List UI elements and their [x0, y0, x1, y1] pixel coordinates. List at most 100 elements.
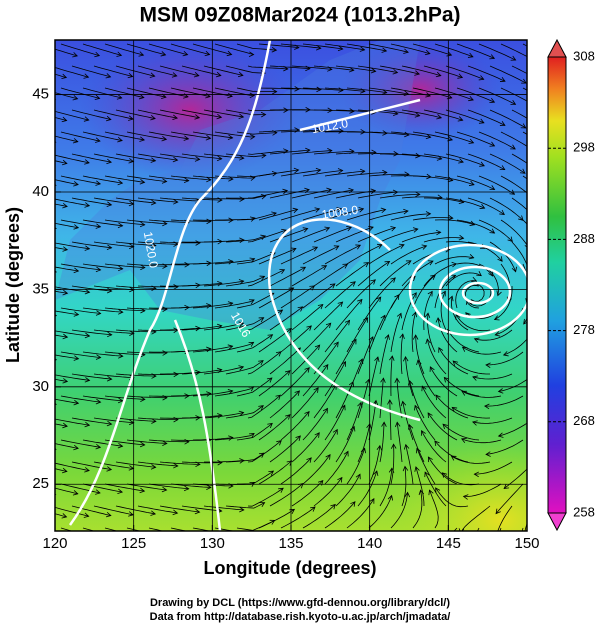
- streamline: [467, 153, 505, 171]
- streamline: [368, 495, 393, 529]
- streamline-arrow: [40, 118, 45, 123]
- streamline-arrow: [461, 390, 468, 396]
- streamline-arrow: [62, 289, 69, 296]
- streamline-arrow: [337, 301, 344, 307]
- streamline: [478, 131, 516, 150]
- x-tick-label: 140: [357, 535, 382, 552]
- streamline: [269, 228, 308, 243]
- streamline-arrow: [316, 86, 322, 93]
- streamline-arrow: [184, 262, 190, 268]
- streamline: [137, 241, 178, 245]
- streamline: [170, 393, 211, 397]
- streamline-arrow: [117, 488, 123, 495]
- streamline: [269, 306, 303, 331]
- streamline-arrow: [73, 399, 80, 406]
- streamline-arrow: [457, 73, 464, 79]
- streamline: [396, 378, 403, 419]
- streamline-arrow: [451, 406, 458, 413]
- streamline-arrow: [62, 203, 68, 209]
- streamline: [414, 405, 436, 441]
- streamline-arrow: [436, 114, 443, 120]
- streamline: [93, 241, 134, 248]
- streamline-arrow: [390, 277, 396, 283]
- streamline-arrow: [489, 228, 496, 234]
- streamline-arrow: [468, 180, 475, 186]
- streamline-arrow: [117, 442, 124, 449]
- streamline: [225, 452, 265, 463]
- streamline-arrow: [162, 220, 168, 227]
- streamline: [93, 505, 134, 516]
- streamline: [511, 109, 527, 119]
- streamline-arrow: [346, 226, 352, 232]
- streamline-arrow: [314, 344, 321, 351]
- streamline-arrow: [116, 94, 123, 100]
- streamline-arrow: [315, 44, 322, 51]
- streamline-arrow: [249, 432, 255, 439]
- streamline-arrow: [440, 290, 446, 297]
- streamline: [115, 417, 156, 422]
- streamline: [423, 291, 433, 331]
- streamline-arrow: [61, 513, 68, 519]
- streamline: [380, 153, 420, 157]
- streamline: [71, 329, 112, 336]
- streamline-arrow: [206, 303, 212, 309]
- streamline: [225, 317, 264, 331]
- streamline-arrow: [507, 236, 513, 243]
- streamline: [478, 175, 515, 195]
- streamline-arrow: [414, 466, 420, 472]
- streamline: [236, 334, 273, 353]
- streamline: [379, 65, 420, 75]
- streamline: [269, 65, 310, 70]
- streamline-arrow: [341, 360, 346, 367]
- streamline: [93, 461, 134, 469]
- streamline-arrow: [40, 469, 45, 474]
- streamline: [346, 358, 363, 397]
- streamline-arrow: [479, 203, 486, 209]
- streamline: [489, 65, 527, 84]
- streamline-arrow: [450, 274, 457, 280]
- streamline-arrow: [139, 136, 146, 142]
- footer-line: Drawing by DCL (https://www.gfd-dennou.o…: [150, 597, 450, 609]
- streamline-arrow: [427, 456, 433, 463]
- streamline: [55, 48, 78, 57]
- streamline: [415, 335, 425, 375]
- streamline: [0, 132, 34, 143]
- streamline-arrow: [531, 102, 536, 106]
- streamline: [55, 110, 89, 121]
- streamline-arrow: [83, 31, 88, 36]
- streamline: [55, 359, 57, 361]
- streamline: [192, 302, 233, 309]
- streamline: [258, 169, 299, 177]
- streamline: [335, 262, 369, 287]
- streamline: [412, 131, 453, 141]
- streamline: [72, 22, 110, 34]
- streamline-arrow: [394, 377, 400, 384]
- streamline-arrow: [509, 189, 516, 195]
- streamline-arrow: [29, 402, 34, 407]
- streamline: [324, 244, 361, 265]
- streamline-arrow: [314, 207, 321, 213]
- streamline-arrow: [312, 246, 319, 252]
- streamline-arrow: [403, 48, 409, 54]
- streamline: [467, 197, 505, 215]
- streamline-arrow: [194, 114, 201, 120]
- streamline-arrow: [471, 276, 477, 282]
- streamline-arrow: [403, 208, 409, 215]
- streamline-arrow: [84, 377, 91, 383]
- streamline: [280, 169, 321, 177]
- streamline-arrow: [161, 486, 168, 493]
- streamline: [379, 468, 393, 507]
- streamline: [302, 170, 343, 177]
- streamline-arrow: [139, 221, 146, 228]
- streamline-arrow: [61, 116, 68, 123]
- y-tick-label: 40: [32, 183, 49, 200]
- streamline-arrow: [237, 71, 244, 78]
- streamline-arrow: [442, 423, 448, 430]
- streamline-arrow: [402, 465, 409, 472]
- streamline: [61, 0, 99, 13]
- streamline-arrow: [116, 51, 123, 57]
- streamline-arrow: [363, 317, 369, 323]
- y-axis-label: Latitude (degrees): [3, 207, 23, 363]
- streamline: [60, 131, 100, 142]
- streamline: [424, 197, 464, 203]
